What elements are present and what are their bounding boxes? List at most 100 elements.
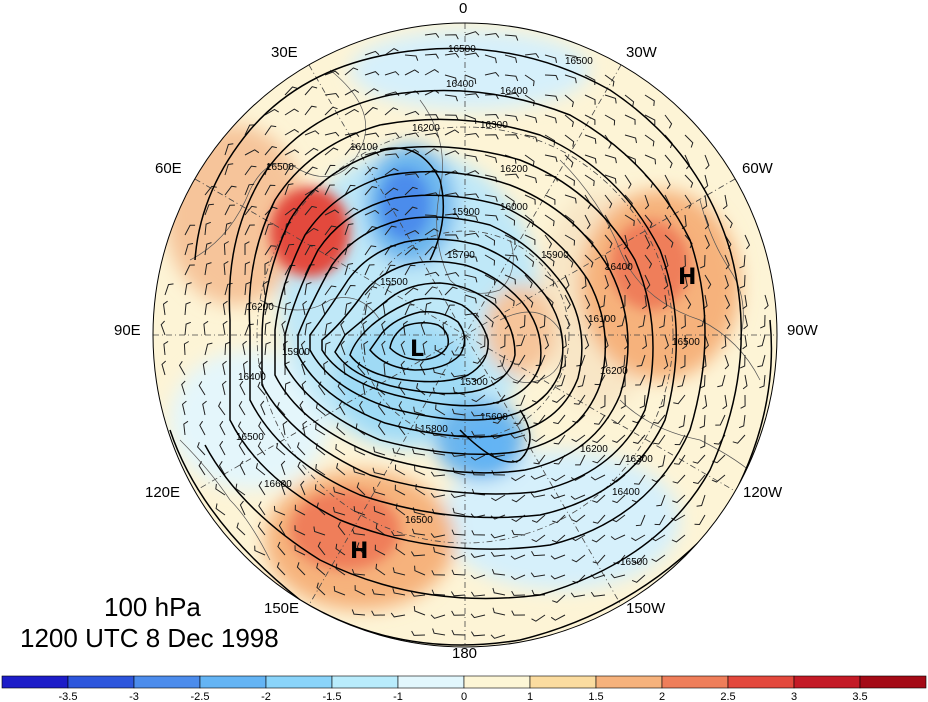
wind-barb — [564, 314, 571, 330]
wind-barb — [484, 54, 497, 64]
wind-barb — [384, 107, 399, 116]
wind-barb — [738, 414, 746, 429]
wind-barb — [612, 494, 626, 504]
wind-barb — [284, 165, 296, 176]
wind-barb — [324, 184, 335, 196]
wind-barb — [280, 460, 286, 476]
wind-barb — [352, 467, 366, 476]
lon-label-30e: 30E — [271, 44, 298, 61]
wind-barb — [699, 434, 706, 449]
wind-barb — [284, 183, 294, 196]
wind-barb — [544, 234, 553, 249]
wind-barb — [277, 541, 286, 556]
wind-barb — [604, 254, 610, 270]
wind-barb — [364, 88, 379, 96]
wind-barb — [531, 434, 546, 442]
wind-barb — [413, 605, 426, 616]
wind-barb — [524, 134, 538, 143]
colorbar: -3.5 -3 -2.5 -2 -1.5 -1 0 1 1.5 2 2.5 3 3.5 — [1, 675, 927, 702]
wind-barb — [511, 590, 526, 596]
wind-barb — [400, 360, 406, 376]
wind-barb — [717, 374, 726, 388]
wind-barb — [699, 254, 706, 269]
contour-label: 15600 — [480, 412, 508, 423]
wind-barb — [673, 394, 686, 405]
wind-barb — [472, 354, 486, 364]
wind-barb — [504, 92, 520, 98]
wind-barb — [644, 134, 655, 147]
wind-barb — [164, 283, 174, 296]
wind-barb — [631, 534, 646, 542]
colorbar-tick-label: -1 — [393, 691, 403, 702]
wind-barb — [391, 531, 406, 537]
wind-barb — [324, 164, 336, 176]
wind-barb — [584, 334, 590, 350]
wind-barb — [215, 483, 226, 496]
wind-barb — [592, 494, 606, 503]
wind-barb — [672, 494, 686, 504]
wind-barb — [450, 591, 466, 597]
wind-barb — [722, 394, 728, 410]
wind-barb — [724, 214, 733, 229]
contour-label: 15800 — [420, 424, 448, 435]
wind-barb — [284, 149, 300, 156]
wind-barb — [354, 585, 366, 596]
wind-barb — [464, 170, 480, 176]
wind-barb — [584, 254, 594, 268]
wind-barb — [364, 132, 380, 138]
wind-barb — [184, 243, 194, 256]
wind-barb — [444, 150, 460, 156]
wind-barb — [304, 205, 317, 216]
wind-barb — [592, 514, 606, 524]
wind-barb — [315, 463, 326, 476]
wind-barb — [344, 166, 358, 176]
wind-barb — [699, 414, 706, 429]
wind-barb — [280, 480, 286, 496]
wind-barb — [757, 334, 766, 348]
wind-barb — [504, 274, 516, 285]
wind-barb — [470, 454, 486, 461]
wind-barb — [392, 588, 406, 596]
wind-barb — [404, 247, 419, 256]
wind-barb — [552, 594, 566, 603]
wind-barb — [584, 114, 596, 125]
wind-barb — [224, 341, 231, 356]
wind-barb — [544, 74, 559, 81]
contour-label: 16300 — [625, 454, 653, 465]
wind-barb — [604, 134, 612, 149]
wind-barb — [340, 340, 346, 356]
wind-barb — [464, 74, 477, 85]
longitude-labels: 0 30W 60W 90W 120W 150W 180 150E 120E 90… — [114, 0, 819, 662]
wind-barb — [604, 234, 613, 249]
wind-barb — [413, 406, 426, 416]
wind-barb — [364, 209, 380, 216]
wind-barb — [604, 114, 616, 126]
wind-barb — [435, 404, 446, 416]
wind-barb — [364, 151, 380, 157]
wind-barb — [504, 294, 515, 307]
wind-barb — [644, 274, 651, 290]
wind-barb — [590, 474, 606, 481]
wind-barb — [742, 294, 748, 310]
wind-barb — [344, 263, 354, 276]
wind-barb — [364, 302, 372, 316]
wind-barb — [484, 32, 500, 38]
wind-barb — [224, 222, 232, 236]
wind-barb — [584, 154, 597, 164]
wind-barb — [163, 340, 169, 356]
colorbar-swatch — [133, 675, 201, 689]
wind-barb — [470, 411, 486, 417]
wind-barb — [657, 374, 666, 388]
wind-barb — [316, 582, 326, 596]
wind-barb — [344, 207, 359, 216]
wind-barb — [335, 543, 346, 556]
wind-barb — [255, 463, 266, 476]
wind-barb — [657, 454, 666, 468]
wind-barb — [354, 445, 366, 456]
contour-label: 16000 — [500, 202, 528, 213]
wind-barb — [624, 274, 631, 290]
wind-barb — [372, 467, 386, 476]
wind-barb — [324, 147, 339, 156]
contour-label: 16500 — [672, 337, 700, 348]
wind-barb — [404, 264, 416, 276]
